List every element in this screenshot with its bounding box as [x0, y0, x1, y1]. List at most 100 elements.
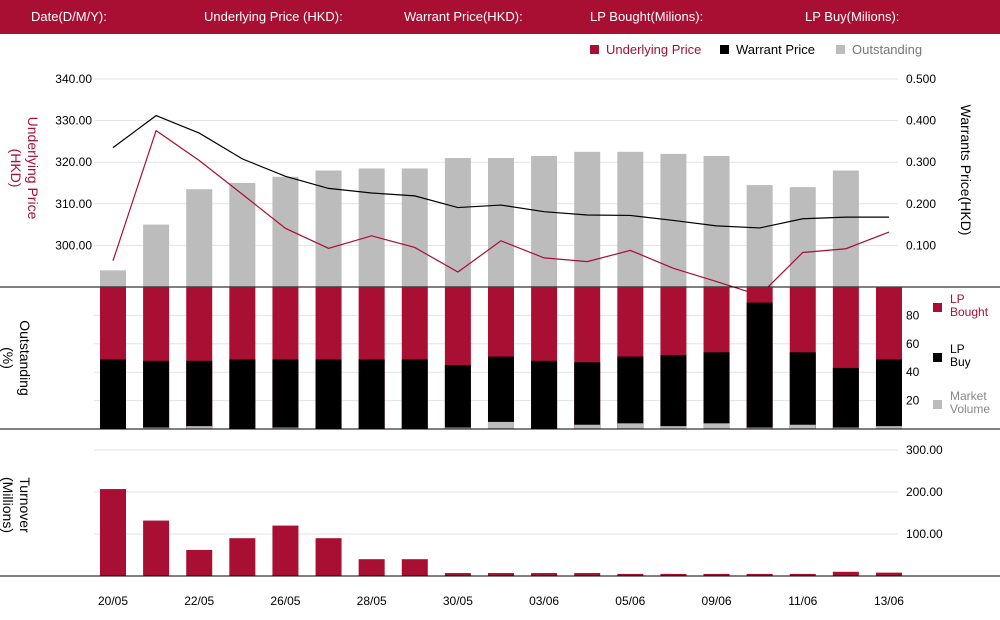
turnover-bar: [789, 573, 816, 576]
outstanding-bar: [789, 187, 816, 287]
lp-axis-title-line: (%): [0, 347, 16, 369]
x-tick-label: 09/06: [702, 594, 732, 608]
outstanding-bar: [531, 155, 558, 287]
outstanding-bar: [100, 270, 126, 287]
outstanding-bar: [487, 158, 514, 287]
left-tick-label: 320.00: [55, 155, 92, 169]
turnover-bar: [229, 538, 256, 576]
lp-legend-swatch: [933, 353, 942, 362]
lp-buy-bar: [660, 355, 687, 429]
lp-buy-bar: [617, 356, 644, 429]
lp-buy-bar: [186, 360, 213, 429]
turnover-bar: [186, 549, 213, 576]
right-tick-label: 0.300: [906, 155, 936, 169]
lp-buy-bar: [875, 359, 902, 429]
lp-legend-swatch: [933, 303, 942, 312]
outstanding-bar: [358, 168, 385, 287]
left-tick-label: 340.00: [55, 72, 92, 86]
lp-buy-label: LP Buy(Milions):: [805, 9, 900, 24]
lp-legend-label-line: Buy: [950, 355, 971, 369]
outstanding-bar: [617, 151, 644, 287]
x-tick-label: 20/05: [98, 594, 128, 608]
lp-legend-label-line: Market: [950, 389, 987, 403]
lp-buy-bar: [315, 359, 342, 429]
turnover-axis-title: Turnover(Millions): [0, 477, 33, 533]
lp-legend-label: Market Volume: [950, 389, 990, 416]
legend-swatch: [590, 45, 599, 54]
outstanding-bar: [574, 151, 601, 287]
legend-label: Underlying Price: [606, 42, 701, 57]
outstanding-bar: [229, 183, 256, 287]
left-tick-label: 330.00: [55, 114, 92, 128]
legend-label: Warrant Price: [736, 42, 815, 57]
outstanding-bar: [272, 176, 299, 287]
x-tick-label: 05/06: [615, 594, 645, 608]
right-tick-label: 0.100: [906, 238, 936, 252]
lp-buy-bar: [832, 367, 859, 429]
lp-legend-label-line: Volume: [950, 402, 990, 416]
lp-legend-label: LP Buy: [950, 342, 971, 369]
lp-legend-label: LP Bought: [950, 292, 989, 319]
lp-tick-label: 20: [906, 394, 920, 408]
turnover-tick-label: 100.00: [906, 527, 943, 541]
right-axis-title: Warrants Price(HKD): [958, 105, 974, 236]
lp-tick-label: 80: [906, 308, 920, 322]
x-tick-label: 11/06: [788, 594, 817, 608]
outstanding-bar: [186, 189, 213, 287]
lp-legend-swatch: [933, 400, 942, 409]
turnover-bar: [401, 559, 428, 576]
right-tick-label: 0.200: [906, 197, 936, 211]
left-tick-label: 300.00: [55, 238, 92, 252]
left-tick-label: 310.00: [55, 197, 92, 211]
turnover-bar: [617, 573, 644, 576]
outstanding-bar: [703, 155, 730, 287]
turnover-axis-title-line: (Millions): [0, 477, 16, 533]
warrant-chart: 340.00 330.00 320.00 310.00 300.00 0.500 0.400…: [0, 42, 1000, 608]
lp-buy-bar: [272, 359, 299, 429]
market-volume-bar: [875, 426, 902, 429]
turnover-bar: [832, 571, 859, 576]
lp-buy-bar: [100, 359, 126, 429]
lp-buy-bar: [444, 365, 471, 429]
market-volume-bar: [186, 426, 213, 429]
turnover-bar: [574, 573, 601, 576]
right-tick-label: 0.400: [906, 114, 936, 128]
lp-axis-title-line: Outstanding: [17, 320, 33, 396]
lp-legend-label-line: LP: [950, 342, 965, 356]
market-volume-bar: [703, 423, 730, 429]
turnover-bar: [746, 573, 773, 576]
market-volume-bar: [143, 427, 170, 429]
outstanding-bar: [401, 168, 428, 287]
right-tick-label: 0.500: [906, 72, 936, 86]
lp-bought-label: LP Bought(Milions):: [590, 9, 704, 24]
header-bar: Date(D/M/Y): Underlying Price (HKD): War…: [0, 0, 1000, 34]
outstanding-bar: [444, 158, 471, 287]
lp-legend-label-line: Bought: [950, 305, 989, 319]
legend-swatch: [720, 45, 729, 54]
outstanding-bar: [143, 224, 170, 287]
turnover-bar: [315, 538, 342, 576]
lp-buy-bar: [487, 356, 514, 429]
turnover-bar: [143, 520, 170, 576]
legend-label: Outstanding: [852, 42, 922, 57]
lp-buy-bar: [789, 352, 816, 429]
lp-buy-bar: [531, 360, 558, 429]
lp-buy-bar: [229, 359, 256, 429]
market-volume-bar: [832, 427, 859, 429]
turnover-tick-label: 300.00: [906, 443, 943, 457]
market-volume-bar: [444, 427, 471, 429]
turnover-bar: [272, 525, 299, 576]
market-volume-bar: [574, 424, 601, 429]
market-volume-bar: [660, 426, 687, 429]
outstanding-bar: [315, 170, 342, 287]
market-volume-bar: [746, 427, 773, 429]
warrant-price-line: [112, 114, 889, 229]
market-volume-bar: [272, 427, 299, 429]
x-tick-label: 22/05: [184, 594, 214, 608]
lp-buy-bar: [574, 362, 601, 429]
outstanding-bar: [746, 185, 773, 287]
market-volume-bar: [487, 421, 514, 429]
turnover-bar: [660, 573, 687, 576]
turnover-bar: [444, 573, 471, 576]
turnover-bar: [100, 489, 126, 576]
